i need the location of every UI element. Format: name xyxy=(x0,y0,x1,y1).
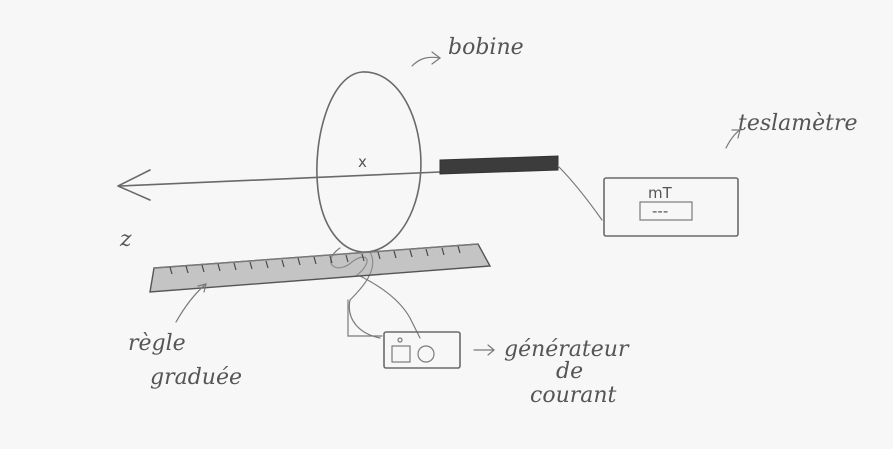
teslameter-probe xyxy=(439,155,603,221)
ruler-label-group: règle graduée xyxy=(128,283,242,390)
teslameter-label-group: teslamètre xyxy=(725,111,858,149)
teslameter-display: --- xyxy=(652,202,668,220)
teslameter-box: mT --- xyxy=(603,177,739,237)
generator-label-line3: courant xyxy=(530,383,617,408)
z-axis: z xyxy=(117,169,441,252)
generator-label-line1: générateur xyxy=(504,337,630,362)
ruler-label-line2: graduée xyxy=(150,365,242,390)
teslameter-label: teslamètre xyxy=(738,111,858,136)
coil-center-mark: x xyxy=(358,153,367,171)
ruler-label-line1: règle xyxy=(128,331,186,356)
graduated-ruler xyxy=(149,243,492,293)
teslameter-unit: mT xyxy=(648,184,673,202)
coil: x xyxy=(316,71,422,339)
coil-label: bobine xyxy=(448,35,524,60)
coil-label-group: bobine xyxy=(411,35,524,67)
generator-label-line2: de xyxy=(556,359,583,384)
axis-z-label: z xyxy=(119,227,132,252)
generator-label-group: générateur de courant xyxy=(473,337,630,408)
current-generator xyxy=(383,331,461,369)
